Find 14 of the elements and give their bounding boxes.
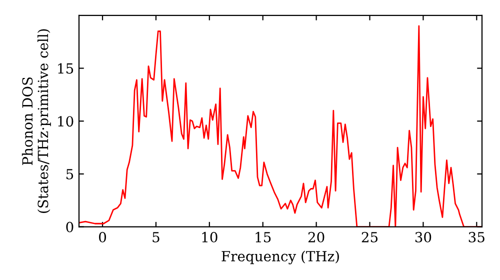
x-tick-label: 0: [99, 232, 106, 242]
x-tick-label: 35: [468, 232, 484, 242]
x-tick-label: 15: [256, 232, 271, 242]
x-tick-label: 25: [362, 232, 378, 242]
y-tick-label: 15: [58, 63, 74, 74]
x-tick-label: 20: [308, 232, 324, 242]
y-tick-label: 0: [66, 222, 74, 232]
y-tick-label: 10: [58, 116, 74, 127]
x-tick-label: 10: [202, 232, 218, 242]
x-tick-label: 30: [415, 232, 432, 242]
y-axis-title: Phonon DOS (States/THz·primitive cell): [22, 29, 51, 213]
x-tick-label: 5: [152, 232, 160, 242]
x-axis-title: Frequency (THz): [222, 250, 339, 264]
y-tick-label: 5: [66, 169, 74, 180]
